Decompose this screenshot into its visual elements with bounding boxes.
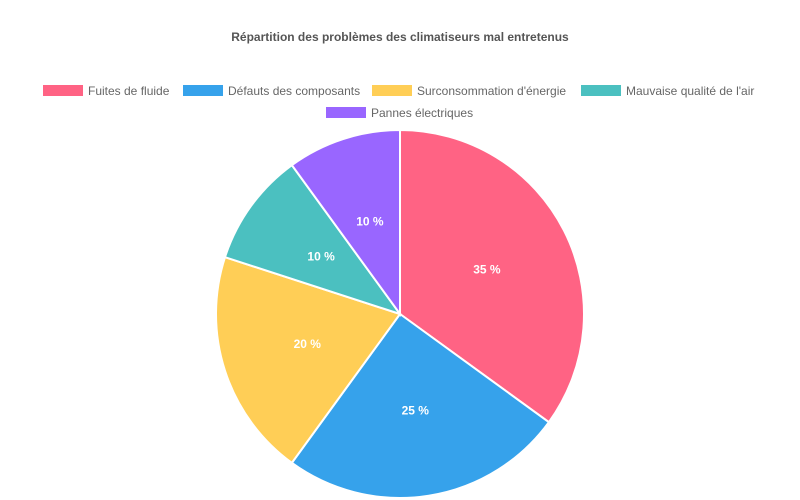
pie-slice-fuites-de-fluide[interactable]	[399, 128, 585, 424]
legend: Fuites de fluide Défauts des composants Su…	[43, 84, 754, 120]
legend-swatch	[183, 85, 223, 96]
legend-item-surconsommation-d-energie[interactable]: Surconsommation d'énergie	[372, 84, 566, 98]
pie-slice-pannes-electriques[interactable]	[290, 128, 401, 318]
pie-slice-defauts-des-composants[interactable]	[290, 312, 551, 499]
slice-value-label: 10 %	[307, 250, 335, 264]
slice-value-label: 35 %	[473, 263, 501, 277]
legend-label: Mauvaise qualité de l'air	[626, 84, 754, 98]
legend-item-pannes-electriques[interactable]: Pannes électriques	[326, 106, 473, 120]
pie-slice-surconsommation-d-energie[interactable]	[215, 255, 402, 465]
legend-swatch	[581, 85, 621, 96]
chart-title: Répartition des problèmes des climatiseu…	[231, 30, 569, 44]
legend-swatch	[43, 85, 83, 96]
legend-item-mauvaise-qualite-de-l-air[interactable]: Mauvaise qualité de l'air	[581, 84, 754, 98]
pie-slice-mauvaise-qualite-de-l-air[interactable]	[223, 163, 403, 316]
pie-slice-labels: 35 % 25 % 20 % 10 % 10 %	[294, 214, 501, 417]
legend-item-defauts-des-composants[interactable]: Défauts des composants	[183, 84, 360, 98]
legend-swatch	[372, 85, 412, 96]
legend-item-fuites-de-fluide[interactable]: Fuites de fluide	[43, 84, 170, 98]
legend-label: Surconsommation d'énergie	[417, 84, 566, 98]
slice-value-label: 25 %	[402, 403, 430, 417]
legend-swatch	[326, 107, 366, 118]
pie-slices	[215, 128, 585, 499]
legend-label: Fuites de fluide	[88, 84, 170, 98]
legend-label: Défauts des composants	[228, 84, 360, 98]
legend-label: Pannes électriques	[371, 106, 473, 120]
slice-value-label: 20 %	[294, 337, 322, 351]
slice-value-label: 10 %	[356, 214, 384, 228]
